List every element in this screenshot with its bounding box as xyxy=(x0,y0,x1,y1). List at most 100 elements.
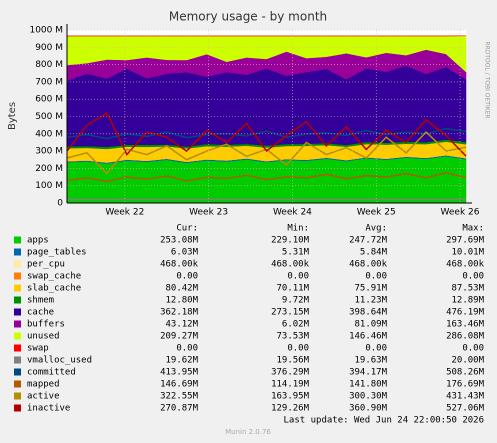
area xyxy=(66,65,467,148)
legend-stat: 19.63M xyxy=(354,356,387,366)
legend-stat: 360.90M xyxy=(349,404,388,414)
legend-swatch xyxy=(14,380,21,388)
legend-stat: 270.87M xyxy=(160,404,199,414)
footer: Munin 2.0.76 xyxy=(225,428,271,436)
legend-label: cache xyxy=(27,308,54,318)
y-tick-label: 300 M xyxy=(35,147,63,157)
legend-stat: 6.03M xyxy=(171,248,199,258)
legend-swatch xyxy=(14,248,21,256)
legend-stat: 476.19M xyxy=(446,308,485,318)
legend-stat: 0.00 xyxy=(365,272,387,282)
legend-stat: 129.26M xyxy=(271,404,310,414)
legend-column-header: Avg: xyxy=(365,224,387,234)
legend-label: unused xyxy=(27,332,60,342)
legend-stat: 0.00 xyxy=(176,344,198,354)
legend-label: apps xyxy=(27,236,49,246)
legend-stat: 413.95M xyxy=(160,368,199,378)
legend-stat: 273.15M xyxy=(271,308,310,318)
legend-stat: 87.53M xyxy=(451,284,484,294)
legend-stat: 146.46M xyxy=(349,332,388,342)
legend-stat: 163.46M xyxy=(446,320,485,330)
y-tick-label: 100 M xyxy=(35,181,63,191)
legend-stat: 0.00 xyxy=(365,344,387,354)
legend-swatch xyxy=(14,368,21,376)
legend-swatch xyxy=(14,236,21,244)
line xyxy=(66,171,467,183)
y-tick-label: 200 M xyxy=(35,164,63,174)
legend-stat: 10.01M xyxy=(451,248,484,258)
legend-stat: 468.00k xyxy=(271,260,310,270)
y-tick-label: 700 M xyxy=(35,77,63,87)
legend-swatch xyxy=(14,308,21,316)
legend-stat: 20.00M xyxy=(451,356,484,366)
legend-stat: 5.31M xyxy=(282,248,310,258)
legend-stat: 146.69M xyxy=(160,380,199,390)
y-tick-label: 400 M xyxy=(35,129,63,139)
legend-stat: 0.00 xyxy=(462,344,484,354)
side-label: RRDTOOL / TOBI OETIKER xyxy=(484,41,491,118)
line xyxy=(66,127,467,140)
legend-label: swap_cache xyxy=(27,272,81,282)
y-tick-label: 1000 M xyxy=(29,26,63,36)
legend-label: swap xyxy=(27,344,49,354)
legend-stat: 0.00 xyxy=(176,272,198,282)
legend-stat: 19.56M xyxy=(276,356,309,366)
legend-swatch xyxy=(14,320,21,328)
legend-label: per_cpu xyxy=(27,260,65,270)
legend-stat: 300.30M xyxy=(349,392,388,402)
last-update: Last update: Wed Jun 24 22:00:50 2026 xyxy=(284,416,484,426)
chart-title: Memory usage - by month xyxy=(169,10,327,24)
legend-stat: 43.12M xyxy=(165,320,198,330)
legend-label: page_tables xyxy=(27,248,87,258)
legend-stat: 73.53M xyxy=(276,332,309,342)
legend-stat: 286.08M xyxy=(446,332,485,342)
legend-swatch xyxy=(14,296,21,304)
y-tick-label: 500 M xyxy=(35,112,63,122)
legend-stat: 6.02M xyxy=(282,320,310,330)
legend-label: mapped xyxy=(27,380,60,390)
legend-column-header: Min: xyxy=(287,224,309,234)
legend-stat: 163.95M xyxy=(271,392,310,402)
legend-label: vmalloc_used xyxy=(27,356,92,366)
legend-stat: 70.11M xyxy=(276,284,309,294)
legend-stat: 81.09M xyxy=(354,320,387,330)
legend-stat: 247.72M xyxy=(349,236,388,246)
y-tick-label: 900 M xyxy=(35,43,63,53)
legend-stat: 9.72M xyxy=(282,296,310,306)
legend-stat: 75.91M xyxy=(354,284,387,294)
legend-stat: 0.00 xyxy=(462,272,484,282)
legend-label: buffers xyxy=(27,320,65,330)
legend-stat: 5.84M xyxy=(360,248,388,258)
legend-stat: 209.27M xyxy=(160,332,199,342)
legend-label: committed xyxy=(27,368,76,378)
legend-swatch xyxy=(14,344,21,352)
legend-column-header: Max: xyxy=(462,224,484,234)
legend-stat: 114.19M xyxy=(271,380,310,390)
legend-swatch xyxy=(14,392,21,400)
legend-stat: 229.10M xyxy=(271,236,310,246)
x-tick-label: Week 24 xyxy=(273,208,312,218)
legend-stat: 19.62M xyxy=(165,356,198,366)
legend-swatch xyxy=(14,356,21,364)
legend-stat: 0.00 xyxy=(287,272,309,282)
x-tick-label: Week 25 xyxy=(357,208,396,218)
legend-stat: 253.08M xyxy=(160,236,199,246)
legend-stat: 80.42M xyxy=(165,284,198,294)
legend-stat: 527.06M xyxy=(446,404,485,414)
legend-label: shmem xyxy=(27,296,54,306)
legend-stat: 468.00k xyxy=(446,260,485,270)
y-tick-label: 600 M xyxy=(35,95,63,105)
legend-swatch xyxy=(14,404,21,412)
legend-column-header: Cur: xyxy=(176,224,198,234)
plot xyxy=(66,35,467,204)
legend-stat: 398.64M xyxy=(349,308,388,318)
line xyxy=(66,111,467,157)
legend-stat: 394.17M xyxy=(349,368,388,378)
legend-swatch xyxy=(14,260,21,268)
y-tick-label: 0 xyxy=(57,199,63,209)
legend-swatch xyxy=(14,332,21,340)
legend-stat: 12.80M xyxy=(165,296,198,306)
legend-stat: 468.00k xyxy=(160,260,199,270)
legend-label: slab_cache xyxy=(27,284,81,294)
